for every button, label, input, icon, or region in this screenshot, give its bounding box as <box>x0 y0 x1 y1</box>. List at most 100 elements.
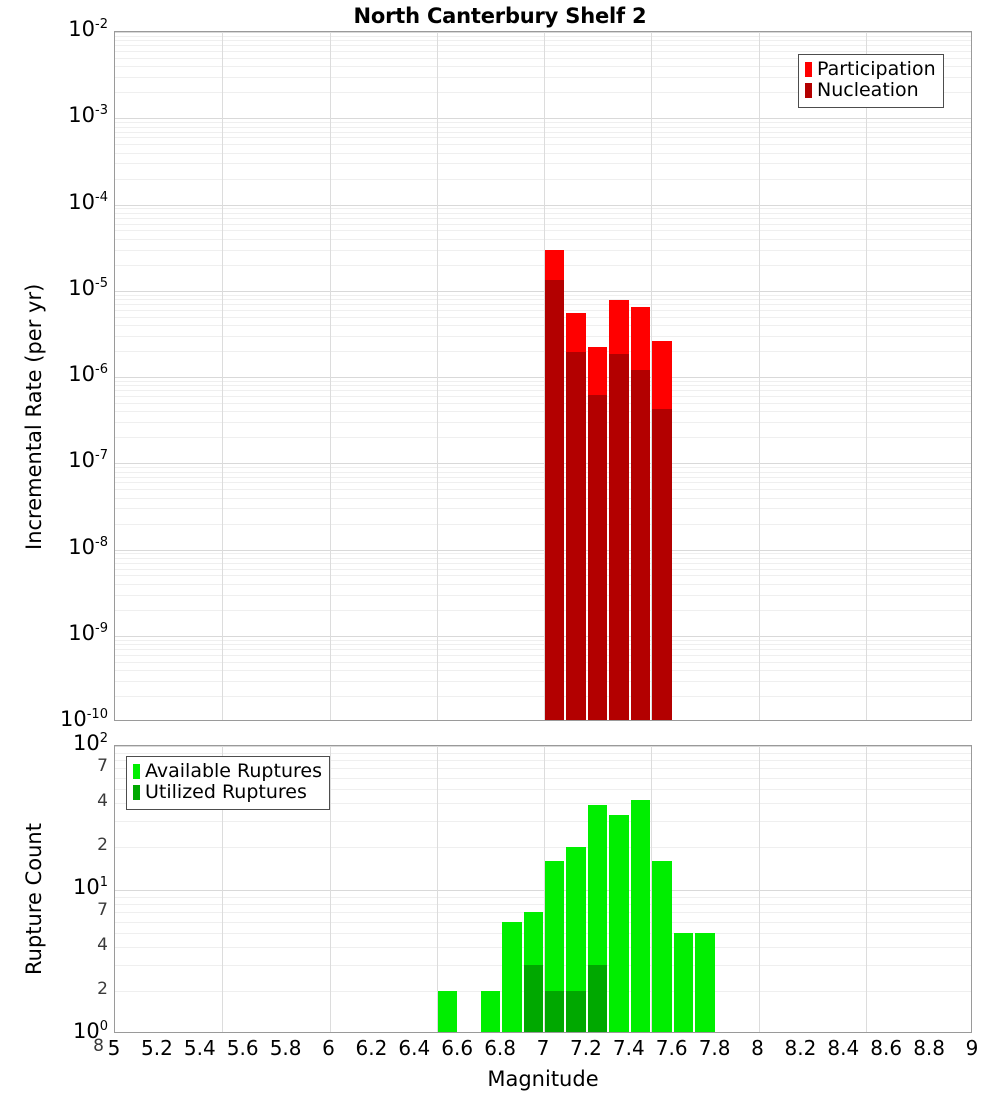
x-tick-label: 8.2 <box>784 1036 817 1060</box>
nucleation-segment <box>630 370 651 720</box>
gridline-major-y <box>115 290 971 292</box>
x-tick-label: 6.6 <box>441 1036 474 1060</box>
gridline-major-x <box>865 32 867 720</box>
x-tick-label: 8 <box>751 1036 764 1060</box>
gridline-minor-y <box>115 789 971 791</box>
x-tick-label: 8.8 <box>913 1036 945 1060</box>
gridline-minor-y <box>115 390 971 392</box>
rupture-bar <box>502 921 522 1032</box>
gridline-minor-y <box>115 670 971 672</box>
available-ruptures-segment <box>480 990 501 1032</box>
y-tick-label-minor: 4 <box>97 935 108 956</box>
y-tick-label-minor: 7 <box>97 900 108 921</box>
gridline-major-y <box>115 549 971 551</box>
gridline-major-y <box>115 635 971 637</box>
available-ruptures-segment <box>695 933 715 1032</box>
gridline-minor-y <box>115 777 971 779</box>
x-tick-label: 5.2 <box>140 1036 173 1060</box>
nucleation-segment <box>545 279 565 720</box>
gridline-minor-y <box>115 249 971 251</box>
gridline-major-y <box>115 118 971 120</box>
legend-item-participation: Participation <box>805 58 936 80</box>
gridline-major-x <box>651 32 653 720</box>
gridline-minor-y <box>115 562 971 564</box>
utilized-ruptures-swatch <box>133 785 140 801</box>
rate-bar <box>652 341 672 720</box>
gridline-minor-y <box>115 947 971 949</box>
gridline-minor-y <box>115 476 971 478</box>
gridline-minor-y <box>115 912 971 914</box>
gridline-minor-y <box>115 144 971 146</box>
gridline-major-y <box>115 746 971 747</box>
gridline-minor-y <box>115 212 971 214</box>
rupture-count-y-axis-title: Rupture Count <box>22 823 46 975</box>
legend-item-utilized-ruptures: Utilized Ruptures <box>133 781 322 804</box>
gridline-major-y <box>115 204 971 206</box>
gridline-minor-y <box>115 294 971 296</box>
gridline-minor-y <box>115 557 971 559</box>
gridline-minor-y <box>115 45 971 47</box>
gridline-major-y <box>115 463 971 465</box>
utilized-ruptures-segment <box>566 990 586 1032</box>
gridline-minor-y <box>115 208 971 210</box>
gridline-minor-y <box>115 661 971 663</box>
legend-label-utilized-ruptures: Utilized Ruptures <box>145 781 307 804</box>
x-tick-label: 5.6 <box>226 1036 259 1060</box>
gridline-major-x <box>865 746 867 1032</box>
gridline-minor-y <box>115 51 971 53</box>
x-tick-label: 6.4 <box>398 1036 431 1060</box>
gridline-minor-y <box>115 568 971 570</box>
gridline-minor-y <box>115 768 971 770</box>
gridline-minor-y <box>115 40 971 42</box>
gridline-minor-y <box>115 654 971 656</box>
y-tick-label-minor: 2 <box>97 834 108 855</box>
gridline-major-x <box>436 746 438 1032</box>
rupture-bar <box>673 933 694 1032</box>
gridline-minor-y <box>115 66 971 68</box>
gridline-minor-y <box>115 803 971 805</box>
gridline-minor-y <box>115 759 971 761</box>
gridline-minor-y <box>115 649 971 651</box>
legend-label-nucleation: Nucleation <box>817 79 919 102</box>
gridline-minor-y <box>115 77 971 79</box>
y-tick-label: 10-2 <box>68 17 108 41</box>
participation-swatch <box>805 62 812 78</box>
gridline-minor-y <box>115 553 971 555</box>
x-tick-label: 5.8 <box>269 1036 302 1060</box>
rupture-bar <box>545 860 565 1032</box>
y-tick-label: 10-4 <box>68 189 108 214</box>
rupture-bar <box>587 804 608 1032</box>
rupture-bar <box>609 815 629 1032</box>
gridline-minor-y <box>115 178 971 180</box>
gridline-minor-y <box>115 35 971 37</box>
gridline-minor-y <box>115 933 971 935</box>
gridline-minor-y <box>115 437 971 439</box>
gridline-minor-y <box>115 304 971 306</box>
available-ruptures-swatch <box>133 764 140 780</box>
y-tick-label-minor: 4 <box>97 791 108 812</box>
available-ruptures-segment <box>545 860 565 1032</box>
x-tick-label: 5 <box>107 1036 121 1060</box>
gridline-minor-y <box>115 57 971 59</box>
rupture-bar <box>437 990 458 1032</box>
rupture-bar <box>630 800 651 1032</box>
x-tick-label: 9 <box>965 1036 979 1060</box>
gridline-minor-y <box>115 583 971 585</box>
gridline-minor-y <box>115 309 971 311</box>
gridline-major-x <box>329 32 331 720</box>
utilized-ruptures-segment <box>523 965 543 1032</box>
legend-item-available-ruptures: Available Ruptures <box>133 760 322 782</box>
gridline-major-x <box>222 746 224 1032</box>
x-tick-label: 6.8 <box>484 1036 516 1060</box>
x-tick-label: 7.4 <box>612 1036 645 1060</box>
gridline-major-x <box>651 746 653 1032</box>
gridline-minor-y <box>115 965 971 967</box>
nucleation-segment <box>566 351 586 720</box>
available-ruptures-segment <box>502 921 522 1032</box>
available-ruptures-segment <box>673 933 694 1032</box>
gridline-minor-y <box>115 238 971 240</box>
legend-item-nucleation: Nucleation <box>805 79 936 102</box>
utilized-ruptures-segment <box>545 990 565 1032</box>
gridline-minor-y <box>115 575 971 577</box>
